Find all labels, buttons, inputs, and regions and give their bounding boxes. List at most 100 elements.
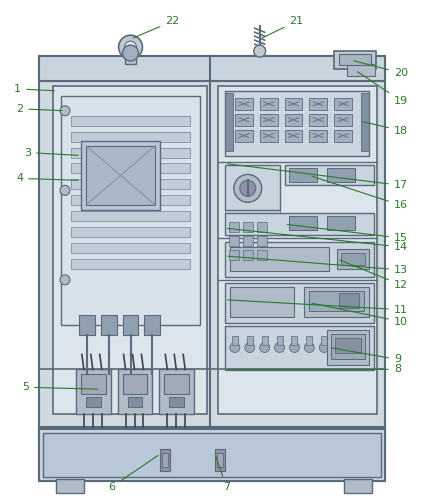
Bar	[39, 56, 385, 81]
Bar	[215, 449, 225, 471]
Bar	[225, 213, 374, 235]
Text: 14: 14	[228, 228, 408, 252]
Bar	[306, 336, 312, 345]
Bar	[162, 453, 168, 467]
Bar	[285, 98, 302, 110]
Bar	[309, 130, 327, 141]
Bar	[71, 164, 190, 173]
Bar	[289, 168, 317, 182]
Bar	[262, 336, 268, 345]
Bar	[247, 336, 253, 345]
Bar	[218, 86, 377, 414]
Bar	[339, 54, 371, 65]
Bar	[39, 429, 385, 480]
Bar	[331, 334, 365, 359]
Text: 18: 18	[362, 122, 408, 136]
Bar	[229, 250, 239, 260]
Bar	[339, 293, 359, 308]
Bar	[61, 96, 200, 324]
Circle shape	[125, 41, 137, 53]
Bar	[230, 287, 294, 316]
Bar	[285, 166, 374, 186]
Bar	[257, 222, 266, 232]
Bar	[159, 370, 194, 414]
Bar	[169, 397, 184, 407]
Bar	[225, 283, 374, 323]
Bar	[235, 114, 253, 126]
Text: 17: 17	[228, 164, 408, 190]
Text: 1: 1	[14, 84, 54, 94]
Bar	[337, 249, 369, 269]
Circle shape	[245, 342, 255, 352]
Bar	[225, 166, 280, 210]
Circle shape	[240, 180, 256, 196]
Bar	[361, 93, 369, 150]
Text: 2: 2	[16, 104, 62, 114]
Bar	[257, 236, 266, 246]
Bar	[81, 374, 106, 394]
Text: 21: 21	[262, 16, 304, 38]
Bar	[334, 114, 352, 126]
Bar	[71, 132, 190, 141]
Bar	[235, 130, 253, 141]
Circle shape	[305, 342, 314, 352]
Bar	[76, 370, 111, 414]
Text: 9: 9	[332, 348, 401, 364]
Bar	[334, 130, 352, 141]
Bar	[327, 330, 369, 366]
Text: 12: 12	[340, 260, 408, 290]
Circle shape	[319, 342, 329, 352]
Bar	[71, 243, 190, 253]
Bar	[71, 227, 190, 237]
Bar	[43, 433, 381, 476]
Bar	[285, 130, 302, 141]
Bar	[71, 180, 190, 190]
Bar	[225, 91, 369, 156]
Text: 7: 7	[216, 456, 230, 492]
Bar	[164, 374, 189, 394]
Bar	[144, 314, 160, 334]
Bar	[243, 250, 253, 260]
Bar	[347, 64, 375, 76]
Bar	[277, 336, 283, 345]
Bar	[125, 56, 137, 64]
Bar	[327, 216, 355, 230]
Text: 3: 3	[24, 148, 78, 158]
Bar	[71, 211, 190, 221]
Bar	[71, 148, 190, 158]
Text: 13: 13	[228, 256, 408, 275]
Bar	[118, 370, 152, 414]
Bar	[39, 56, 385, 444]
Bar	[260, 98, 277, 110]
Bar	[285, 114, 302, 126]
Bar	[260, 130, 277, 141]
Bar	[225, 326, 374, 370]
Circle shape	[234, 174, 262, 203]
Bar	[81, 140, 160, 210]
Bar	[305, 287, 369, 316]
Bar	[335, 338, 361, 353]
Text: 11: 11	[228, 300, 408, 314]
Circle shape	[118, 35, 143, 59]
Bar	[71, 196, 190, 205]
Bar	[217, 453, 223, 467]
Text: 22: 22	[133, 16, 179, 38]
Bar	[71, 116, 190, 126]
Text: 19: 19	[357, 72, 408, 106]
Bar	[257, 250, 266, 260]
Bar	[321, 336, 327, 345]
Circle shape	[260, 342, 269, 352]
Bar	[160, 449, 170, 471]
Bar	[327, 168, 355, 182]
Bar	[225, 242, 374, 277]
Circle shape	[60, 186, 70, 196]
Bar	[123, 314, 138, 334]
Bar	[229, 222, 239, 232]
Bar	[79, 314, 95, 334]
Bar	[56, 478, 84, 492]
Circle shape	[123, 45, 138, 61]
Text: 8: 8	[228, 364, 401, 374]
Text: 16: 16	[312, 176, 408, 210]
Bar	[232, 336, 238, 345]
Text: 6: 6	[109, 456, 158, 492]
